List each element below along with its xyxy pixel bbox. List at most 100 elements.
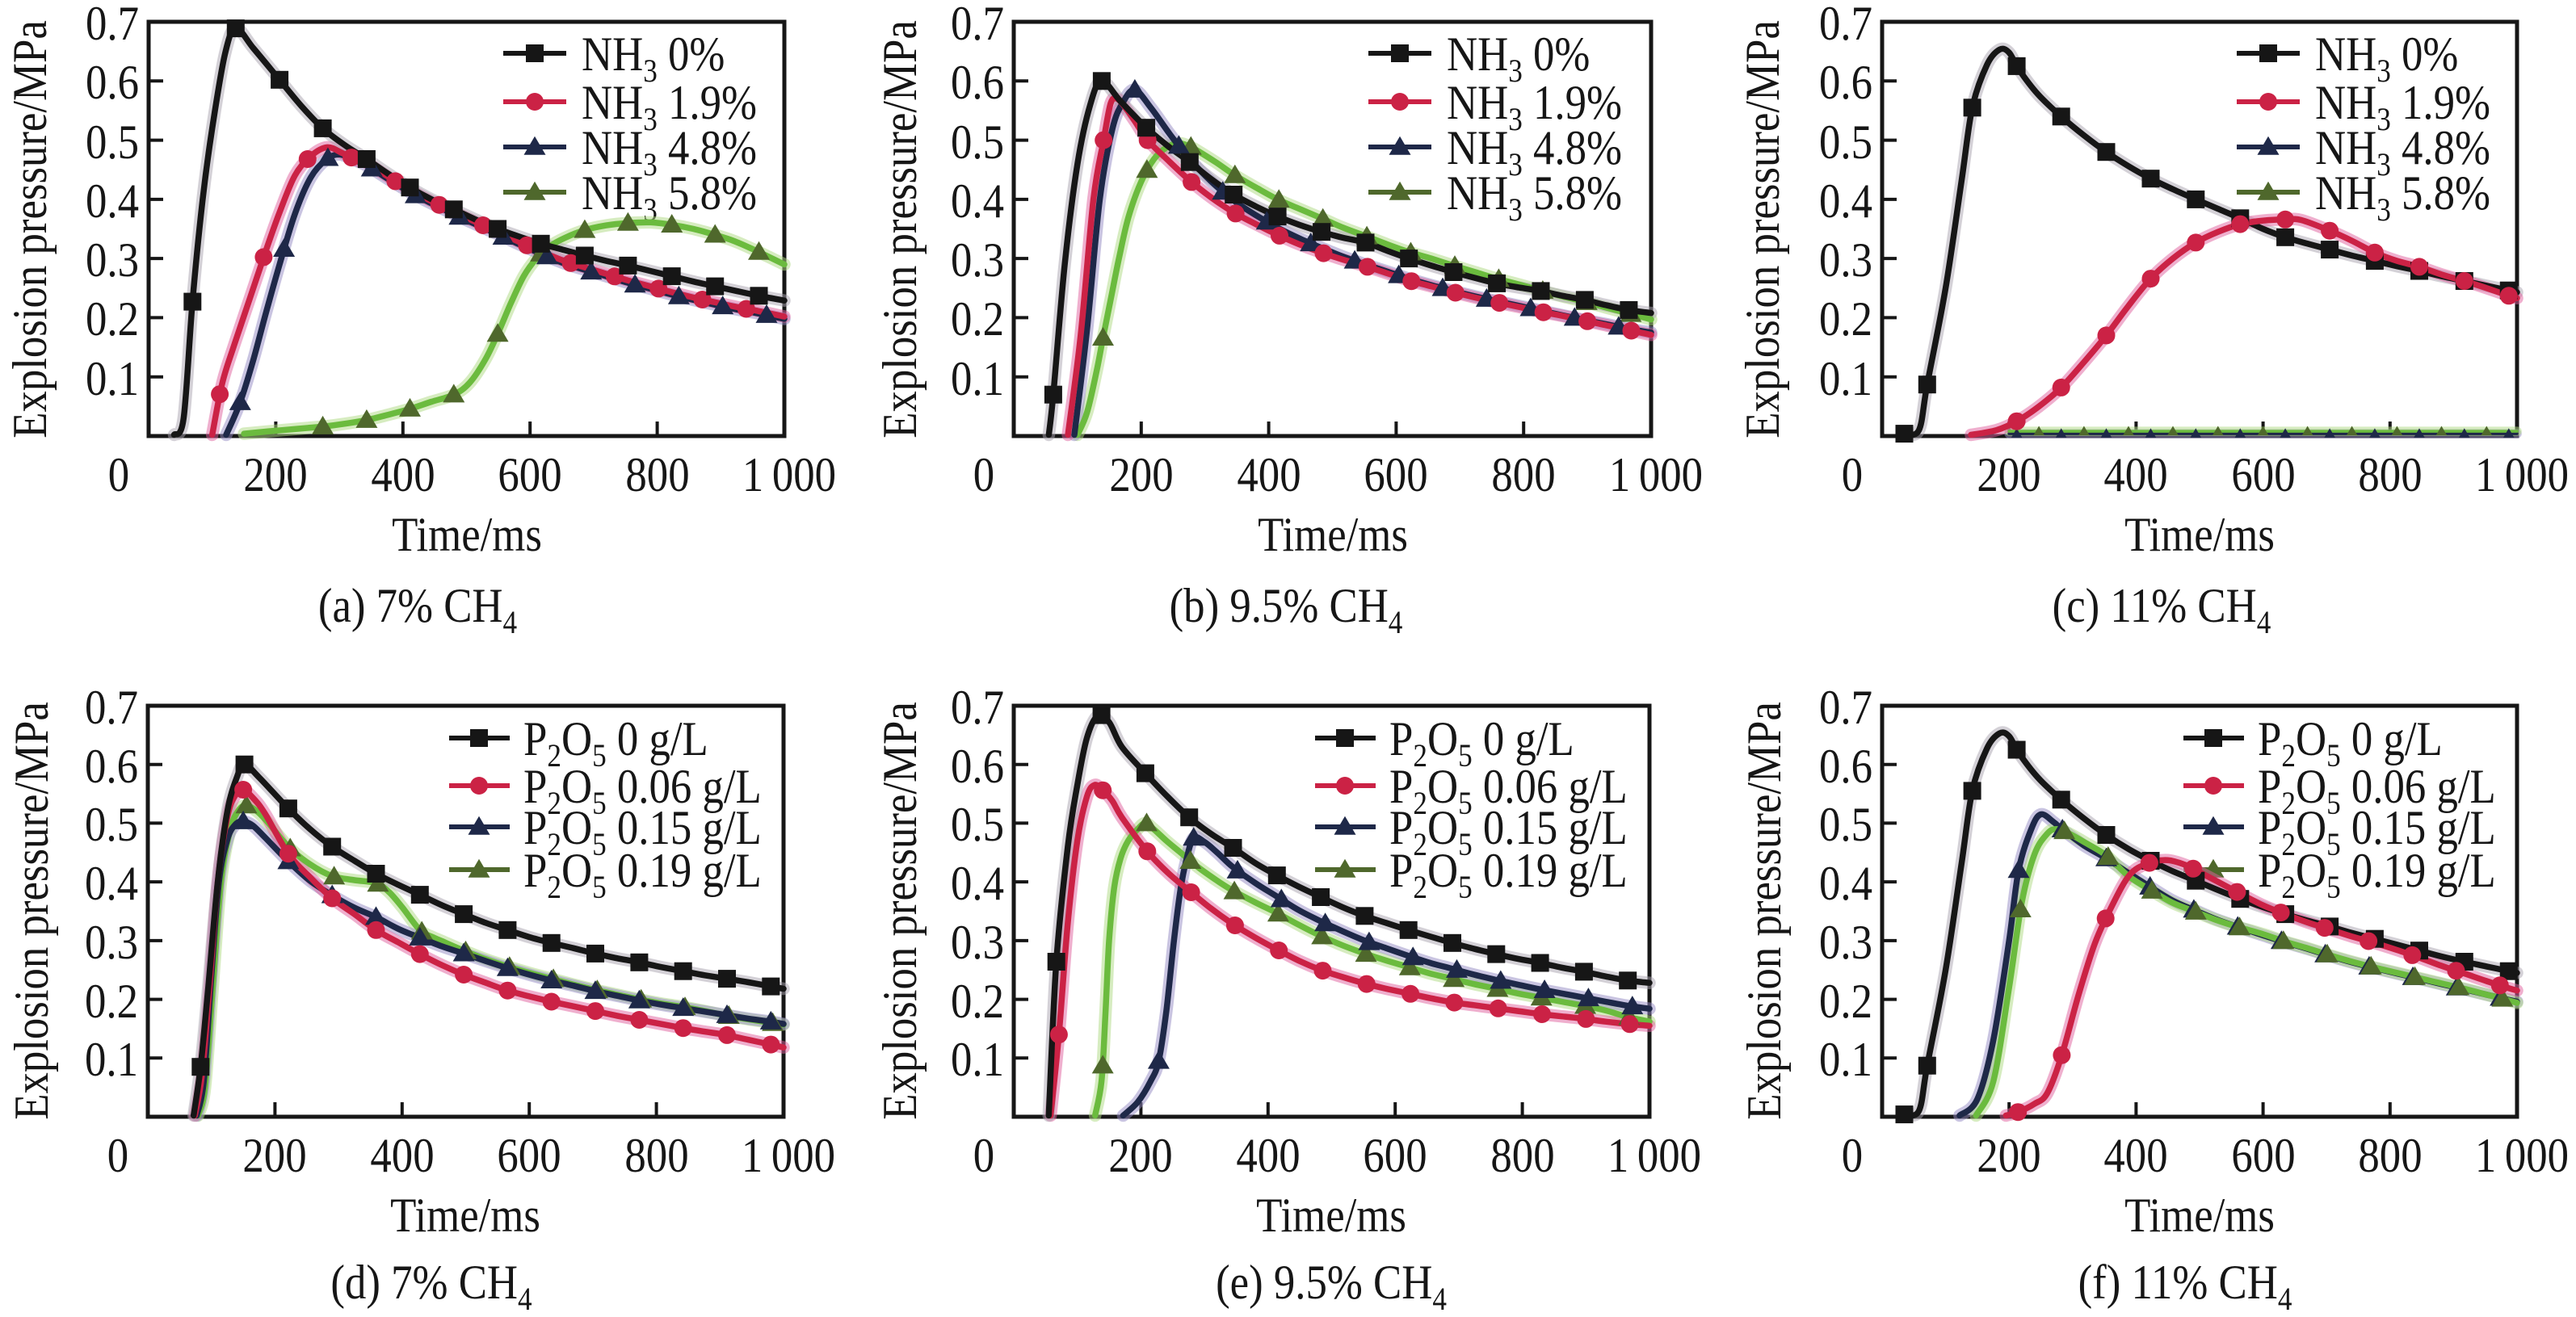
svg-text:Explosion pressure/MPa: Explosion pressure/MPa [874, 702, 927, 1120]
svg-text:0.7: 0.7 [951, 682, 1004, 735]
svg-text:600: 600 [498, 449, 561, 502]
svg-text:NH3 4.8%: NH3 4.8% [1447, 122, 1622, 183]
svg-text:NH3 4.8%: NH3 4.8% [2315, 122, 2490, 183]
svg-text:0.6: 0.6 [85, 740, 138, 794]
svg-text:0.2: 0.2 [951, 975, 1004, 1029]
svg-text:Time/ms: Time/ms [2124, 509, 2275, 562]
svg-text:0.5: 0.5 [1819, 799, 1872, 852]
svg-text:(f) 11% CH4: (f) 11% CH4 [2078, 1256, 2292, 1317]
svg-text:0.4: 0.4 [86, 175, 139, 229]
svg-text:P2O5 0.19 g/L: P2O5 0.19 g/L [2258, 845, 2496, 906]
svg-text:NH3 5.8%: NH3 5.8% [2315, 167, 2490, 229]
svg-text:1 000: 1 000 [1609, 449, 1703, 502]
svg-text:0.5: 0.5 [951, 116, 1004, 170]
svg-text:0.7: 0.7 [951, 0, 1004, 51]
svg-text:P2O5 0 g/L: P2O5 0 g/L [2258, 713, 2443, 774]
svg-text:NH3 1.9%: NH3 1.9% [2315, 77, 2490, 138]
svg-text:200: 200 [242, 1130, 306, 1183]
svg-text:0.6: 0.6 [951, 740, 1004, 794]
svg-text:0.6: 0.6 [1819, 57, 1872, 110]
svg-text:0.2: 0.2 [1819, 975, 1872, 1029]
svg-text:1 000: 1 000 [2475, 1130, 2569, 1183]
svg-text:P2O5 0.06 g/L: P2O5 0.06 g/L [2258, 761, 2496, 822]
svg-text:400: 400 [371, 449, 435, 502]
svg-text:200: 200 [1109, 449, 1173, 502]
svg-text:1 000: 1 000 [742, 1130, 835, 1183]
svg-text:0.1: 0.1 [85, 1034, 138, 1087]
svg-text:P2O5 0.19 g/L: P2O5 0.19 g/L [1389, 845, 1628, 906]
svg-text:800: 800 [1491, 449, 1555, 502]
svg-text:0.5: 0.5 [951, 799, 1004, 852]
svg-text:200: 200 [1977, 1130, 2040, 1183]
svg-text:1 000: 1 000 [2475, 449, 2569, 502]
svg-text:0.5: 0.5 [86, 116, 139, 170]
svg-text:0.4: 0.4 [85, 858, 138, 911]
svg-text:0.6: 0.6 [1819, 740, 1872, 794]
svg-text:P2O5 0.06 g/L: P2O5 0.06 g/L [523, 761, 762, 822]
svg-text:800: 800 [624, 1130, 688, 1183]
svg-text:0.2: 0.2 [951, 293, 1004, 346]
svg-text:0: 0 [108, 449, 129, 502]
svg-text:0.6: 0.6 [951, 57, 1004, 110]
svg-text:0.1: 0.1 [86, 353, 139, 406]
svg-text:800: 800 [1490, 1130, 1554, 1183]
svg-text:1 000: 1 000 [1607, 1130, 1701, 1183]
svg-text:600: 600 [1364, 449, 1427, 502]
svg-text:800: 800 [2358, 449, 2422, 502]
svg-text:0.3: 0.3 [1819, 916, 1872, 970]
svg-text:P2O5 0.06 g/L: P2O5 0.06 g/L [1389, 761, 1628, 822]
svg-text:0: 0 [973, 449, 994, 502]
svg-text:600: 600 [1363, 1130, 1427, 1183]
svg-text:Time/ms: Time/ms [2124, 1189, 2275, 1243]
svg-text:0.1: 0.1 [951, 1034, 1004, 1087]
svg-text:P2O5 0.15 g/L: P2O5 0.15 g/L [2258, 802, 2496, 863]
svg-text:0.4: 0.4 [1819, 175, 1872, 229]
svg-text:(a) 7% CH4: (a) 7% CH4 [318, 580, 517, 641]
svg-text:Explosion pressure/MPa: Explosion pressure/MPa [1737, 20, 1790, 438]
svg-text:(d) 7% CH4: (d) 7% CH4 [330, 1256, 532, 1317]
svg-text:0.3: 0.3 [85, 916, 138, 970]
svg-text:800: 800 [625, 449, 689, 502]
svg-text:1 000: 1 000 [742, 449, 836, 502]
svg-text:NH3 1.9%: NH3 1.9% [582, 77, 757, 138]
svg-text:400: 400 [1237, 449, 1301, 502]
svg-text:NH3 5.8%: NH3 5.8% [1447, 167, 1622, 229]
svg-text:Explosion pressure/MPa: Explosion pressure/MPa [4, 20, 57, 438]
svg-text:0.7: 0.7 [86, 0, 139, 51]
svg-text:(c) 11% CH4: (c) 11% CH4 [2053, 580, 2271, 641]
svg-text:Explosion pressure/MPa: Explosion pressure/MPa [874, 20, 927, 438]
svg-text:600: 600 [497, 1130, 561, 1183]
svg-text:0.7: 0.7 [1819, 0, 1872, 51]
svg-text:0.7: 0.7 [85, 682, 138, 735]
svg-text:NH3 1.9%: NH3 1.9% [1447, 77, 1622, 138]
svg-text:200: 200 [1108, 1130, 1172, 1183]
svg-text:600: 600 [2231, 1130, 2295, 1183]
svg-text:400: 400 [370, 1130, 434, 1183]
svg-text:(e) 9.5% CH4: (e) 9.5% CH4 [1216, 1256, 1447, 1317]
svg-text:0.6: 0.6 [86, 57, 139, 110]
svg-text:P2O5 0.15 g/L: P2O5 0.15 g/L [523, 802, 762, 863]
svg-text:0.5: 0.5 [1819, 116, 1872, 170]
svg-text:Time/ms: Time/ms [1256, 1189, 1406, 1243]
svg-text:0.2: 0.2 [86, 293, 139, 346]
svg-text:400: 400 [1236, 1130, 1300, 1183]
svg-text:0.4: 0.4 [1819, 858, 1872, 911]
svg-text:Explosion pressure/MPa: Explosion pressure/MPa [1738, 702, 1792, 1120]
svg-text:Time/ms: Time/ms [1258, 509, 1408, 562]
svg-text:Time/ms: Time/ms [392, 509, 542, 562]
svg-text:600: 600 [2231, 449, 2295, 502]
svg-text:0.1: 0.1 [1819, 353, 1872, 406]
svg-text:0.3: 0.3 [951, 234, 1004, 287]
svg-text:P2O5 0 g/L: P2O5 0 g/L [1389, 713, 1574, 774]
svg-text:0: 0 [1842, 449, 1863, 502]
svg-text:0.3: 0.3 [951, 916, 1004, 970]
svg-text:0: 0 [1842, 1130, 1863, 1183]
svg-text:200: 200 [1977, 449, 2040, 502]
svg-text:NH3 4.8%: NH3 4.8% [582, 122, 757, 183]
svg-text:0.3: 0.3 [86, 234, 139, 287]
svg-text:0.3: 0.3 [1819, 234, 1872, 287]
svg-text:0.4: 0.4 [951, 175, 1004, 229]
svg-text:200: 200 [243, 449, 307, 502]
svg-text:P2O5 0.15 g/L: P2O5 0.15 g/L [1389, 802, 1628, 863]
svg-text:P2O5 0.19 g/L: P2O5 0.19 g/L [523, 845, 762, 906]
